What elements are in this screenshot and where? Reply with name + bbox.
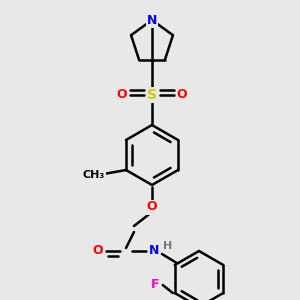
- Text: CH₃: CH₃: [83, 170, 105, 180]
- Text: S: S: [147, 88, 157, 102]
- Text: N: N: [147, 14, 157, 26]
- Text: H: H: [164, 241, 172, 251]
- Text: O: O: [177, 88, 187, 101]
- Text: O: O: [147, 200, 157, 214]
- Text: O: O: [93, 244, 103, 257]
- Text: O: O: [117, 88, 127, 101]
- Text: F: F: [151, 278, 159, 292]
- Text: N: N: [149, 244, 159, 257]
